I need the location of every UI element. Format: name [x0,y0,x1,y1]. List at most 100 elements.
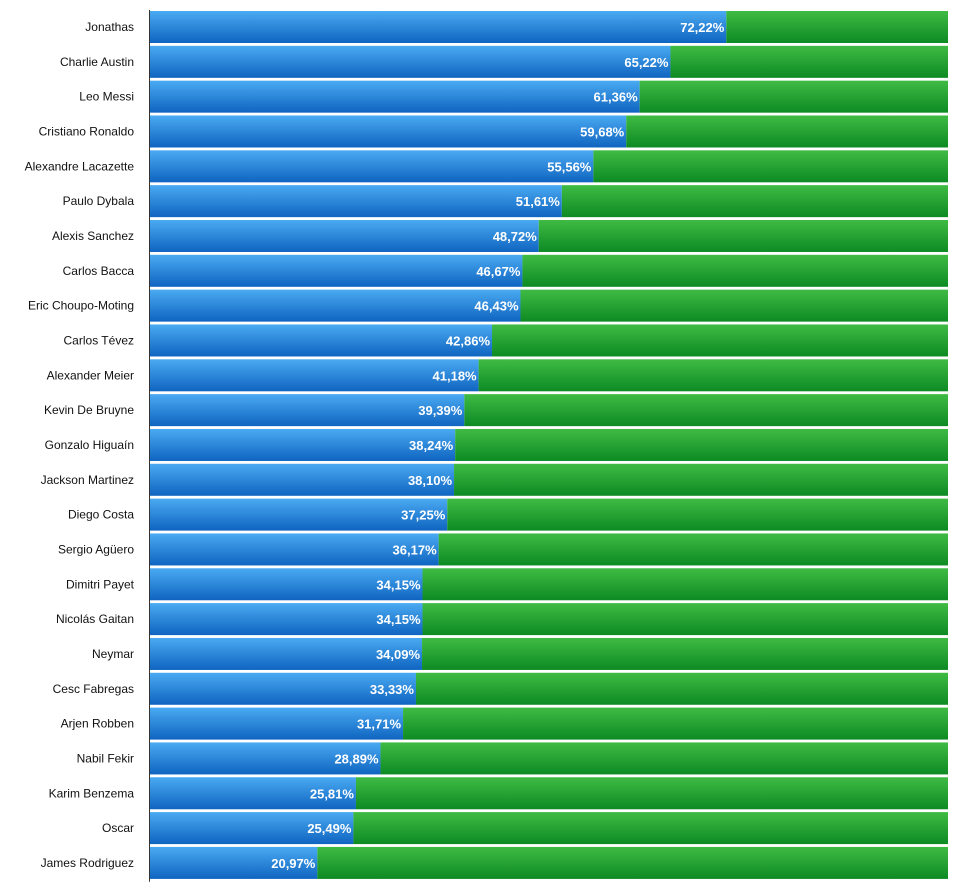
value-label: 28,89% [334,751,379,766]
bar-remainder-16 [438,533,948,566]
category-label: Alexander Meier [47,368,134,382]
bar-value-16 [150,533,439,566]
bar-remainder-25 [317,846,949,879]
bar-value-23 [150,777,356,810]
value-label: 34,09% [376,647,421,662]
category-label: Nicolás Gaitan [56,612,134,626]
bar-value-11 [150,359,479,392]
value-label: 72,22% [680,20,725,35]
bar-remainder-2 [670,45,948,78]
category-label: Alexandre Lacazette [25,159,135,173]
category-label: Carlos Bacca [63,264,135,278]
category-label: Paulo Dybala [63,194,135,208]
value-label: 25,49% [307,821,352,836]
value-label: 20,97% [271,856,316,871]
category-label: Alexis Sanchez [52,229,134,243]
category-label: Neymar [92,647,134,661]
category-label: Arjen Robben [61,717,134,731]
bar-remainder-6 [561,185,948,218]
category-label: Eric Choupo-Moting [28,299,134,313]
category-label: James Rodriguez [41,856,134,870]
bar-value-25 [150,846,318,879]
bar-value-10 [150,324,493,357]
value-label: 42,86% [446,333,491,348]
bar-value-17 [150,568,423,601]
bar-remainder-13 [455,428,948,461]
bar-remainder-17 [422,568,949,601]
bar-value-5 [150,150,594,183]
bar-remainder-12 [464,394,948,427]
value-label: 48,72% [493,229,538,244]
value-label: 38,10% [408,473,453,488]
bar-remainder-24 [353,812,949,845]
bar-value-6 [150,185,562,218]
bar-remainder-21 [403,707,949,740]
category-label: Diego Costa [68,508,134,522]
category-label: Sergio Agüero [58,542,134,556]
category-label: Gonzalo Higuaín [45,438,134,452]
bar-value-20 [150,672,416,705]
bar-value-22 [150,742,381,775]
category-labels: Jonathas Charlie Austin Leo Messi Cristiano… [25,20,135,870]
value-label: 37,25% [401,508,446,523]
category-label: Charlie Austin [60,55,134,69]
value-label: 39,39% [418,403,463,418]
category-label: Dimitri Payet [66,577,135,591]
bar-value-13 [150,428,456,461]
bar-remainder-19 [422,637,948,670]
bar-value-12 [150,394,465,427]
value-label: 65,22% [624,55,669,70]
bar-value-1 [150,11,727,43]
bar-remainder-8 [522,254,948,287]
category-label: Kevin De Bruyne [44,403,134,417]
value-labels: 72,22% 65,22% 61,36% 59,68% 55,56% 51,61% 48,7… [271,20,725,871]
category-label: Carlos Tévez [64,333,134,347]
bar-value-15 [150,498,448,531]
bar-remainder-7 [538,219,948,252]
bar-value-24 [150,812,354,845]
bar-value-9 [150,289,521,322]
bar-value-3 [150,80,640,113]
category-label: Jonathas [85,20,134,34]
bar-remainder-9 [520,289,948,322]
value-label: 36,17% [393,542,438,557]
value-label: 33,33% [370,682,415,697]
value-label: 61,36% [594,90,639,105]
value-label: 34,15% [376,577,421,592]
bar-remainder-18 [422,603,949,636]
bar-remainder-10 [492,324,948,357]
bar-remainder-5 [593,150,948,183]
bar-value-4 [150,115,627,148]
bar-value-18 [150,603,423,636]
category-label: Karim Benzema [49,786,135,800]
bar-remainder-20 [415,672,948,705]
category-label: Cristiano Ronaldo [39,124,135,138]
bars-group [150,11,949,879]
bar-value-8 [150,254,523,287]
bar-remainder-3 [639,80,948,113]
category-label: Jackson Martinez [41,473,134,487]
value-label: 59,68% [580,124,625,139]
category-label: Cesc Fabregas [53,682,134,696]
value-label: 38,24% [409,438,454,453]
value-label: 46,67% [476,264,521,279]
bar-value-14 [150,463,455,496]
value-label: 55,56% [547,159,592,174]
bar-value-21 [150,707,404,740]
value-label: 41,18% [433,368,478,383]
category-label: Leo Messi [79,90,134,104]
bar-remainder-15 [447,498,948,531]
bar-value-19 [150,637,423,670]
bar-remainder-11 [478,359,948,392]
value-label: 31,71% [357,717,402,732]
bar-remainder-4 [626,115,948,148]
bar-value-7 [150,219,539,252]
value-label: 34,15% [376,612,421,627]
value-label: 46,43% [474,299,519,314]
value-label: 51,61% [516,194,561,209]
bar-remainder-1 [726,11,948,43]
category-label: Oscar [102,821,134,835]
bar-remainder-23 [355,777,948,810]
bar-remainder-14 [454,463,948,496]
